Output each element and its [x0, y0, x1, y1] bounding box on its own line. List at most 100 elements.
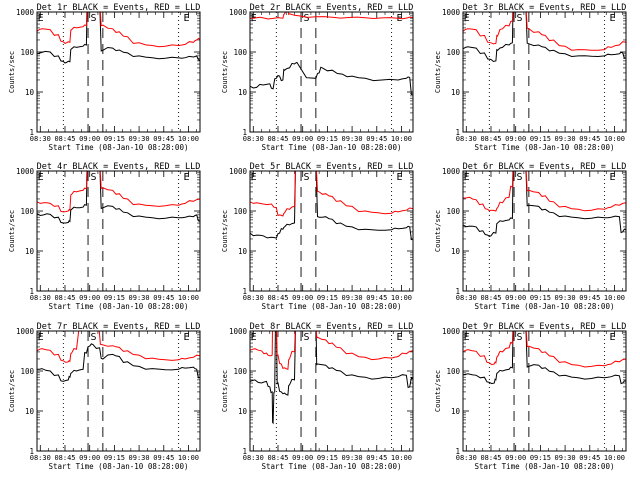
- det-panel-1: Det 1r BLACK = Events, RED = LLD Start Ti…: [8, 3, 201, 152]
- events-series-line: [250, 61, 413, 96]
- x-tick-label: 08:45: [480, 294, 501, 302]
- region-marker-label: E: [464, 332, 470, 343]
- x-tick-label: 10:00: [391, 454, 412, 462]
- x-tick-label: 09:30: [342, 294, 363, 302]
- events-series-line: [463, 331, 626, 385]
- x-tick-label: 09:00: [79, 294, 100, 302]
- x-tick-label: 09:45: [579, 294, 600, 302]
- y-tick-label: 10: [451, 247, 461, 256]
- y-axis-label: Counts/sec: [8, 370, 16, 412]
- plot-frame: [462, 170, 627, 292]
- y-tick-label: 10: [238, 88, 248, 97]
- y-axis-label: Counts/sec: [8, 210, 16, 252]
- x-tick-label: 09:00: [292, 135, 313, 143]
- x-tick-label: 08:30: [456, 454, 477, 462]
- plot-frame: [462, 11, 627, 133]
- region-marker-label: S: [91, 13, 97, 24]
- x-tick-label: 09:15: [104, 294, 125, 302]
- x-tick-label: 08:30: [30, 135, 51, 143]
- x-tick-label: 08:45: [267, 454, 288, 462]
- x-tick-label: 10:00: [604, 294, 625, 302]
- y-tick-label: 1: [242, 447, 247, 456]
- y-tick-label: 10: [25, 88, 35, 97]
- region-marker-label: E: [38, 332, 44, 343]
- x-tick-label: 10:00: [391, 294, 412, 302]
- x-tick-label: 09:00: [292, 294, 313, 302]
- det-panel-7: Det 7r BLACK = Events, RED = LLD Start Ti…: [8, 322, 201, 471]
- region-marker-label: S: [91, 332, 97, 343]
- lld-series-line: [463, 12, 626, 51]
- x-axis-label: Start Time (08-Jan-10 08:28:00): [49, 143, 189, 152]
- y-tick-label: 1000: [229, 327, 248, 336]
- x-tick-label: 09:45: [153, 454, 174, 462]
- x-tick-label: 09:45: [153, 294, 174, 302]
- x-tick-label: 09:00: [505, 294, 526, 302]
- y-tick-label: 100: [20, 48, 34, 57]
- x-tick-label: 09:15: [530, 135, 551, 143]
- x-tick-label: 10:00: [178, 454, 199, 462]
- region-marker-label: E: [610, 172, 616, 183]
- events-series-line: [250, 171, 413, 241]
- y-tick-label: 1000: [229, 167, 248, 176]
- y-tick-label: 1000: [442, 327, 461, 336]
- lld-series-line: [250, 331, 413, 370]
- lld-series-line: [463, 331, 626, 368]
- x-tick-label: 09:45: [579, 135, 600, 143]
- det-panel-5: Det 5r BLACK = Events, RED = LLD Start Ti…: [221, 162, 414, 311]
- x-tick-label: 09:30: [555, 135, 576, 143]
- x-tick-label: 08:30: [243, 135, 264, 143]
- y-tick-label: 100: [446, 367, 460, 376]
- x-tick-label: 08:30: [243, 294, 264, 302]
- x-tick-label: 08:30: [243, 454, 264, 462]
- lld-series-line: [463, 171, 626, 212]
- region-marker-label: S: [517, 13, 523, 24]
- y-tick-label: 100: [20, 207, 34, 216]
- y-axis-label: Counts/sec: [221, 210, 229, 252]
- lld-series-line: [250, 12, 413, 20]
- y-tick-label: 100: [446, 207, 460, 216]
- y-axis-label: Counts/sec: [434, 51, 442, 93]
- x-tick-label: 09:45: [366, 135, 387, 143]
- events-series-line: [463, 171, 626, 237]
- y-tick-label: 100: [20, 367, 34, 376]
- y-tick-label: 1: [455, 447, 460, 456]
- x-tick-label: 09:30: [129, 135, 150, 143]
- x-tick-label: 09:30: [555, 454, 576, 462]
- y-axis-label: Counts/sec: [221, 51, 229, 93]
- panel-title: Det 1r BLACK = Events, RED = LLD: [37, 3, 201, 13]
- x-tick-label: 09:30: [342, 135, 363, 143]
- y-tick-label: 1: [455, 128, 460, 137]
- x-tick-label: 08:45: [267, 135, 288, 143]
- y-axis-label: Counts/sec: [221, 370, 229, 412]
- x-tick-label: 08:30: [30, 294, 51, 302]
- x-tick-label: 08:45: [54, 135, 75, 143]
- x-axis-label: Start Time (08-Jan-10 08:28:00): [262, 462, 402, 471]
- x-tick-label: 09:30: [555, 294, 576, 302]
- det-panel-3: Det 3r BLACK = Events, RED = LLD Start Ti…: [434, 3, 627, 152]
- x-axis-label: Start Time (08-Jan-10 08:28:00): [262, 143, 402, 152]
- x-tick-label: 10:00: [178, 294, 199, 302]
- x-tick-label: 08:30: [456, 294, 477, 302]
- panel-title: Det 7r BLACK = Events, RED = LLD: [37, 322, 201, 332]
- x-tick-label: 09:30: [129, 454, 150, 462]
- y-tick-label: 1000: [16, 167, 35, 176]
- x-tick-label: 09:00: [79, 135, 100, 143]
- y-tick-label: 1: [29, 447, 34, 456]
- region-marker-label: S: [304, 172, 310, 183]
- y-axis-label: Counts/sec: [8, 51, 16, 93]
- x-tick-label: 09:30: [342, 454, 363, 462]
- region-marker-label: E: [184, 13, 190, 24]
- lld-series-line: [37, 331, 200, 363]
- det-panel-2: Det 2r BLACK = Events, RED = LLD Start Ti…: [221, 3, 414, 152]
- y-tick-label: 1: [242, 287, 247, 296]
- region-marker-label: E: [610, 332, 616, 343]
- y-tick-label: 1: [29, 287, 34, 296]
- y-tick-label: 100: [446, 48, 460, 57]
- y-tick-label: 100: [233, 367, 247, 376]
- panel-title: Det 4r BLACK = Events, RED = LLD: [37, 162, 201, 172]
- region-marker-label: E: [464, 13, 470, 24]
- panel-title: Det 3r BLACK = Events, RED = LLD: [463, 3, 627, 13]
- plot-frame: [249, 170, 414, 292]
- x-tick-label: 09:00: [79, 454, 100, 462]
